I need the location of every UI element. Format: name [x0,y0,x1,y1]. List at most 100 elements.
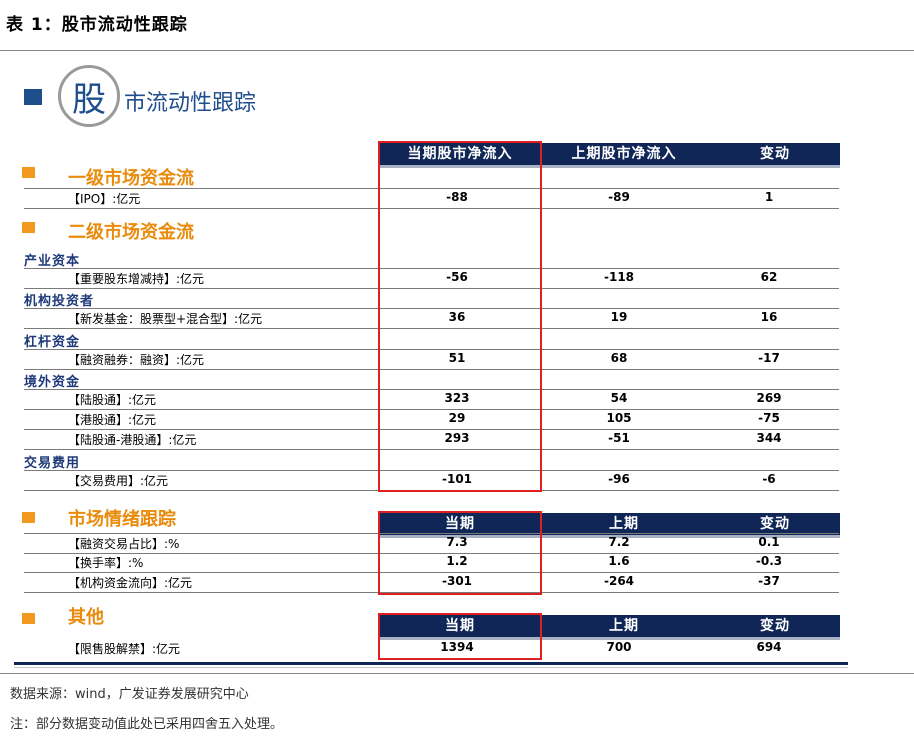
value-previous: 700 [606,640,632,654]
value-change: -6 [762,472,776,486]
section-marker-icon [22,222,35,233]
highlight-box-current-other [378,613,542,660]
subcategory-foreign: 境外资金 [24,375,81,390]
section-marker-icon [22,613,35,624]
logo-char: 股 [72,80,106,120]
value-change: 694 [756,640,782,654]
value-current: -101 [441,472,473,486]
value-change: -0.3 [755,554,783,568]
table-row-ipo: 【IPO】:亿元 -88 -89 1 [24,188,839,209]
value-current: 1394 [440,640,474,654]
row-label: 【融资交易占比】:% [68,537,180,551]
header-current: 当期股市净流入 [407,146,513,162]
value-change: -17 [758,351,780,365]
section-primary-title: 一级市场资金流 [68,168,194,189]
value-current: 293 [444,431,470,445]
section-marker-icon [22,167,35,178]
value-current: -301 [441,574,473,588]
header-previous: 上期股市净流入 [571,146,677,162]
row-label: 【IPO】:亿元 [68,192,141,206]
table-row-turnover: 【换手率】:% 1.2 1.6 -0.3 [24,553,839,573]
source-note: 数据来源：wind，广发证券发展研究中心 [10,687,249,702]
highlight-box-current-inflow [378,141,542,492]
value-previous: -96 [608,472,630,486]
document-title: 表 1：股市流动性跟踪 [6,15,188,35]
value-previous: 54 [610,391,628,405]
value-current: 1.2 [446,554,468,568]
table-row-margin: 【融资融券：融资】:亿元 51 68 -17 [24,349,839,370]
table-row-holdings: 【重要股东增减持】:亿元 -56 -118 62 [24,268,839,289]
logo-text: 市流动性跟踪 [124,91,257,116]
logo-circle-icon [58,65,120,127]
subcategory-trading-fee: 交易费用 [24,456,81,471]
subcategory-institutional: 机构投资者 [24,294,95,309]
header-change: 变动 [760,516,790,532]
footer-divider [0,673,914,674]
value-previous: -51 [608,431,630,445]
highlight-box-current-sentiment [378,511,542,595]
table-row-hk-to-a: 【陆股通】:亿元 323 54 269 [24,389,839,410]
row-label: 【限售股解禁】:亿元 [68,642,181,656]
row-label: 【重要股东增减持】:亿元 [68,272,205,286]
table-bottom-rule [14,662,848,665]
value-previous: 68 [610,351,628,365]
table-row-inst-flow: 【机构资金流向】:亿元 -301 -264 -37 [24,573,839,593]
table-row-net-connect: 【陆股通-港股通】:亿元 293 -51 344 [24,430,839,450]
section-marker-icon [22,512,35,523]
subcategory-industrial: 产业资本 [24,254,81,269]
value-previous: 7.2 [608,535,630,549]
main-header-bar [379,143,840,165]
value-current: -88 [446,190,468,204]
row-label: 【港股通】:亿元 [68,413,157,427]
value-current: 323 [444,391,470,405]
section-other-title: 其他 [68,607,104,628]
value-current: 29 [448,411,466,425]
row-label: 【陆股通-港股通】:亿元 [68,433,197,447]
row-label: 【交易费用】:亿元 [68,474,169,488]
value-previous: -118 [603,270,635,284]
value-current: 51 [448,351,466,365]
value-change: -75 [758,411,780,425]
value-change: 0.1 [758,535,780,549]
table-bottom-rule-shadow [14,667,848,668]
value-previous: 105 [606,411,632,425]
header-change: 变动 [760,618,790,634]
row-label: 【机构资金流向】:亿元 [68,576,193,590]
value-current: 36 [448,310,466,324]
row-label: 【陆股通】:亿元 [68,393,157,407]
value-change: 16 [760,310,778,324]
sentiment-header-shadow [379,535,840,538]
sentiment-header-bar [379,513,840,535]
header-change: 变动 [760,146,790,162]
table-row-margin-ratio: 【融资交易占比】:% 7.3 7.2 0.1 [24,533,839,554]
logo-square-icon [24,89,42,105]
value-change: 344 [756,431,782,445]
value-change: 1 [764,190,774,204]
table-row-lockup: 【限售股解禁】:亿元 1394 700 694 [24,639,839,658]
value-change: 269 [756,391,782,405]
section-sentiment-title: 市场情绪跟踪 [68,509,176,530]
row-label: 【融资融券：融资】:亿元 [68,353,205,367]
section-secondary-title: 二级市场资金流 [68,222,194,243]
header-current: 当期 [445,618,475,634]
value-previous: 1.6 [608,554,630,568]
rounding-note: 注：部分数据变动值此处已采用四舍五入处理。 [10,717,284,732]
value-change: 62 [760,270,778,284]
row-label: 【新发基金：股票型+混合型】:亿元 [68,312,263,326]
table-row-new-funds: 【新发基金：股票型+混合型】:亿元 36 19 16 [24,308,839,329]
value-previous: -264 [603,574,635,588]
value-change: -37 [758,574,780,588]
header-previous: 上期 [609,516,639,532]
value-current: -56 [446,270,468,284]
other-header-bar [379,615,840,637]
table-row-a-to-hk: 【港股通】:亿元 29 105 -75 [24,410,839,430]
title-divider [0,50,914,51]
main-header-shadow [379,165,840,168]
value-previous: -89 [608,190,630,204]
value-current: 7.3 [446,535,468,549]
value-previous: 19 [610,310,628,324]
header-current: 当期 [445,516,475,532]
header-previous: 上期 [609,618,639,634]
other-header-shadow [379,637,840,640]
row-label: 【换手率】:% [68,556,144,570]
